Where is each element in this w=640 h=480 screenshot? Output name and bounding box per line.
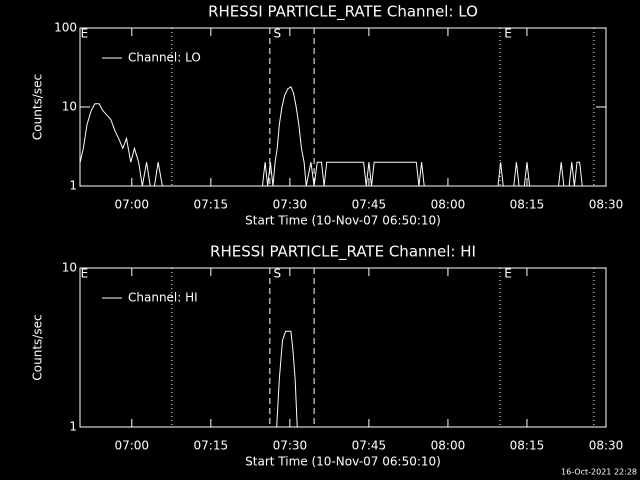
data-line: [80, 330, 606, 428]
y-tick-label: 100: [54, 21, 77, 35]
x-tick-label: 07:45: [352, 198, 387, 212]
legend-label: Channel: HI: [128, 291, 198, 305]
x-tick-label: 07:15: [194, 198, 229, 212]
annotation: E: [81, 27, 89, 41]
legend-label: Channel: LO: [128, 51, 201, 65]
annotation: E: [504, 27, 512, 41]
x-tick-label: 07:00: [114, 439, 149, 453]
x-tick-label: 08:00: [431, 198, 466, 212]
y-axis-label: Counts/sec: [31, 74, 45, 140]
x-tick-label: 07:30: [273, 439, 308, 453]
x-tick-label: 07:30: [273, 198, 308, 212]
x-tick-label: 08:30: [589, 439, 624, 453]
annotation: S: [274, 267, 282, 281]
y-tick-label: 10: [62, 100, 77, 114]
y-tick-label: 1: [69, 420, 77, 434]
annotation: E: [504, 267, 512, 281]
x-tick-label: 08:00: [431, 439, 466, 453]
annotation: S: [274, 27, 282, 41]
y-tick-label: 10: [62, 261, 77, 275]
x-tick-label: 07:00: [114, 198, 149, 212]
x-tick-label: 08:15: [510, 439, 545, 453]
y-tick-label: 1: [69, 179, 77, 193]
x-tick-label: 08:30: [589, 198, 624, 212]
annotation: E: [81, 267, 89, 281]
x-tick-label: 07:15: [194, 439, 229, 453]
chart-title: RHESSI PARTICLE_RATE Channel: LO: [208, 3, 478, 22]
chart-title: RHESSI PARTICLE_RATE Channel: HI: [210, 243, 476, 262]
footer: 16-Oct-2021 22:28: [561, 468, 637, 477]
x-tick-label: 07:45: [352, 439, 387, 453]
x-tick-label: 08:15: [510, 198, 545, 212]
y-axis-label: Counts/sec: [31, 314, 45, 380]
x-axis-label: Start Time (10-Nov-07 06:50:10): [245, 455, 441, 469]
x-axis-label: Start Time (10-Nov-07 06:50:10): [245, 214, 441, 228]
data-line: [79, 86, 606, 187]
